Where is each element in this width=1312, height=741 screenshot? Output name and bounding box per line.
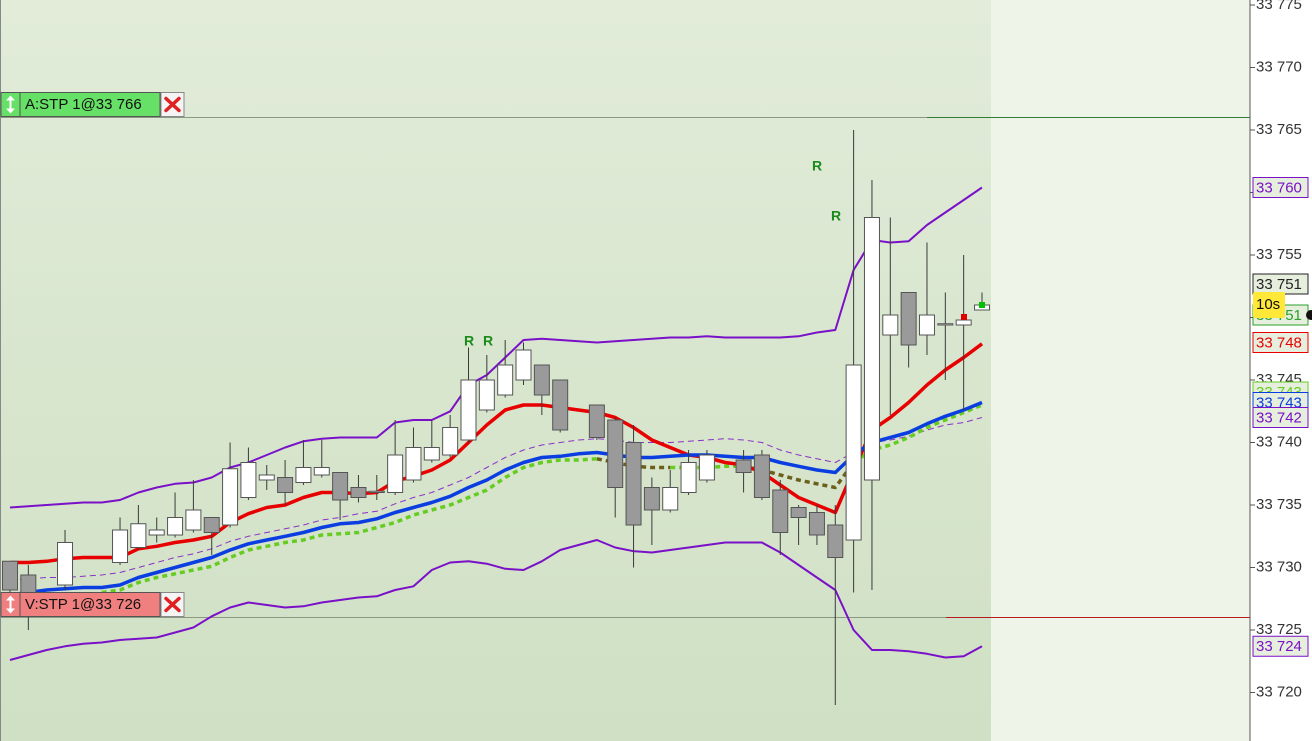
- candle-body: [112, 529, 129, 563]
- candle-body: [240, 462, 257, 498]
- order-tag: A:STP 1@33 766: [0, 92, 185, 117]
- y-tick-label: 33 755: [1256, 246, 1302, 263]
- marker: [979, 302, 985, 308]
- candle-body: [698, 454, 715, 481]
- candle-body: [497, 364, 514, 396]
- indicator-line: [10, 342, 984, 565]
- y-tick-label: 33 740: [1256, 433, 1302, 450]
- candle-body: [900, 292, 917, 346]
- candle-body: [460, 379, 477, 441]
- price-label-box: [1252, 407, 1309, 428]
- price-label-box: [1252, 177, 1309, 198]
- y-tick-label: 33 775: [1256, 0, 1302, 13]
- candle-body: [222, 468, 239, 526]
- signal-label: R: [831, 208, 841, 224]
- candle-body: [130, 523, 147, 548]
- candle-body: [808, 512, 825, 536]
- price-label: 33 748: [1256, 334, 1302, 351]
- candle-body: [955, 319, 972, 326]
- last-price-dot: [1306, 310, 1312, 320]
- y-tick-label: 33 725: [1256, 621, 1302, 638]
- candle-body: [753, 454, 770, 498]
- y-tick-label: 33 765: [1256, 121, 1302, 138]
- candle-body: [478, 379, 495, 411]
- candle-body: [258, 474, 275, 481]
- y-tick-label: 33 735: [1256, 496, 1302, 513]
- candle-body: [918, 314, 935, 336]
- candle-body: [588, 404, 605, 438]
- candle-body: [350, 487, 367, 498]
- candle-body: [167, 517, 184, 536]
- candle-body: [442, 427, 459, 456]
- candle-body: [882, 314, 899, 336]
- price-label: 33 751: [1256, 276, 1302, 293]
- indicator-line: [9, 417, 983, 581]
- future-area: [991, 0, 1250, 741]
- order-label: A:STP 1@33 766: [25, 96, 142, 113]
- timer-box: [1253, 292, 1285, 318]
- signal-label: R: [812, 158, 822, 174]
- candle-body: [2, 560, 18, 591]
- order-label: V:STP 1@33 726: [25, 596, 141, 613]
- indicator-line: [9, 539, 983, 661]
- order-drag-icon: [6, 95, 15, 114]
- candle-body: [148, 529, 165, 536]
- signal-label: R: [483, 333, 493, 349]
- candle-body: [295, 467, 312, 483]
- candle-body: [790, 507, 807, 518]
- candle-body: [405, 447, 422, 481]
- candle-body: [387, 454, 404, 493]
- candle-body: [515, 349, 532, 381]
- candle-body: [607, 419, 624, 488]
- order-cancel-icon: [164, 596, 181, 613]
- y-tick-label: 33 770: [1256, 58, 1302, 75]
- order-drag-icon: [6, 595, 15, 614]
- y-tick-label: 33 730: [1256, 558, 1302, 575]
- marker: [961, 314, 967, 320]
- price-label-box: [1252, 332, 1309, 353]
- timer-label: 10s: [1256, 296, 1280, 313]
- candle-body: [332, 472, 349, 501]
- candle-body: [937, 323, 954, 326]
- candle-body: [533, 364, 550, 396]
- order-box[interactable]: [19, 92, 161, 117]
- candle-body: [423, 447, 440, 461]
- candle-body: [662, 487, 679, 511]
- indicator-line: [9, 186, 983, 509]
- price-axis: [1250, 0, 1312, 741]
- price-label: 33 742: [1256, 409, 1302, 426]
- candle-body: [185, 509, 202, 531]
- y-tick-label: 33 720: [1256, 683, 1302, 700]
- order-box[interactable]: [19, 592, 161, 617]
- order-cancel-icon: [164, 96, 181, 113]
- indicator-line: [9, 400, 983, 597]
- signal-label: R: [464, 333, 474, 349]
- price-label: 33 760: [1256, 179, 1302, 196]
- candle-body: [203, 517, 220, 533]
- candle-body: [313, 467, 330, 476]
- candle-body: [643, 487, 660, 511]
- candle-body: [827, 524, 844, 558]
- candle-body: [863, 217, 880, 481]
- price-label-box: [1252, 635, 1309, 657]
- order-tag: V:STP 1@33 726: [0, 592, 185, 617]
- candle-body: [772, 489, 789, 533]
- candle-body: [625, 442, 642, 526]
- candle-body: [680, 462, 697, 493]
- candle-body: [368, 490, 385, 493]
- price-label: 33 724: [1256, 638, 1302, 655]
- candle-body: [552, 379, 569, 431]
- candle-body: [277, 477, 294, 493]
- candle-body: [845, 364, 862, 541]
- candle-body: [57, 542, 74, 586]
- candle-body: [735, 459, 752, 473]
